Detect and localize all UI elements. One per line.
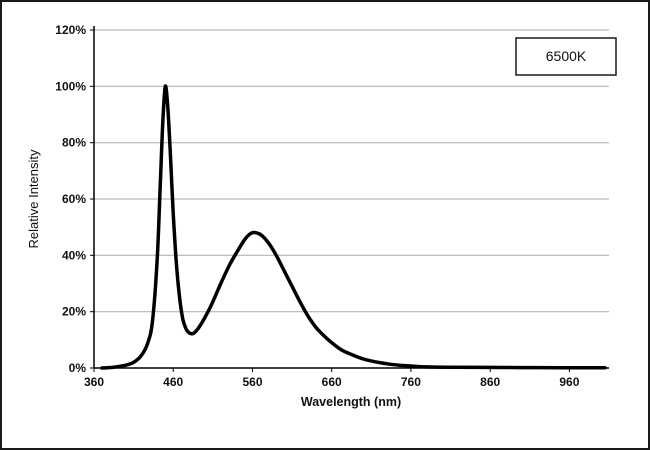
y-tick-label: 80% (62, 136, 86, 150)
x-tick-label: 660 (322, 375, 342, 389)
y-tick-label: 100% (55, 79, 86, 93)
gridlines (94, 29, 609, 313)
y-tick-label: 60% (62, 192, 86, 206)
y-axis-title: Relative Intensity (26, 149, 41, 248)
x-tick-label: 760 (401, 375, 421, 389)
y-tick-label: 120% (55, 23, 86, 37)
x-axis-title: Wavelength (nm) (301, 395, 401, 409)
x-tick-label: 460 (163, 375, 183, 389)
y-tick-label: 0% (69, 361, 87, 375)
tick-labels: 0% 20% 40% 60% 80% 100% 120% 360 460 560 660 760 860… (55, 23, 579, 389)
x-tick-label: 360 (84, 375, 104, 389)
legend-label: 6500K (546, 48, 587, 64)
y-tick-label: 20% (62, 305, 86, 319)
x-tick-label: 960 (559, 375, 579, 389)
spectrum-curve-6500K (100, 84, 607, 370)
y-tick-label: 40% (62, 248, 86, 262)
x-tick-label: 860 (480, 375, 500, 389)
legend: 6500K (515, 37, 617, 76)
series-curves (100, 84, 607, 370)
legend-box (515, 37, 617, 76)
x-tick-label: 560 (242, 375, 262, 389)
